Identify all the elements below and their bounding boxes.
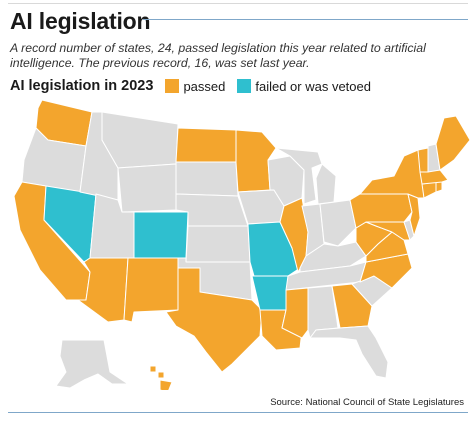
state-FL [309, 325, 389, 379]
us-map [0, 100, 474, 390]
state-WY [117, 163, 177, 213]
state-CT [421, 181, 437, 199]
legend-swatch-failed [237, 79, 252, 93]
subtitle: A record number of states, 24, passed le… [10, 41, 426, 70]
legend-swatch-passed [165, 79, 180, 93]
state-TX [165, 267, 263, 373]
state-CO [133, 211, 189, 259]
source-note: Source: National Council of State Legisl… [270, 397, 464, 408]
map-heading: AI legislation in 2023 [10, 78, 154, 94]
us-map-svg [13, 100, 471, 390]
state-HI [149, 365, 173, 390]
legend-label-failed: failed or was vetoed [255, 78, 371, 94]
state-SD [175, 161, 239, 197]
state-VT [417, 147, 429, 173]
state-RI [435, 181, 443, 193]
top-divider [8, 3, 468, 4]
state-ME [435, 115, 471, 171]
state-ND [175, 127, 237, 163]
state-OH [319, 199, 357, 247]
legend-label-passed: passed [183, 78, 226, 94]
bottom-divider [8, 412, 468, 413]
state-MT [101, 111, 179, 169]
state-AK [55, 339, 129, 389]
state-KS [185, 225, 251, 263]
legend: AI legislation in 2023 passed failed or … [10, 77, 383, 95]
state-NY [359, 149, 425, 199]
title-divider [143, 19, 468, 20]
state-MS [281, 287, 309, 339]
page-title: AI legislation [10, 8, 151, 34]
